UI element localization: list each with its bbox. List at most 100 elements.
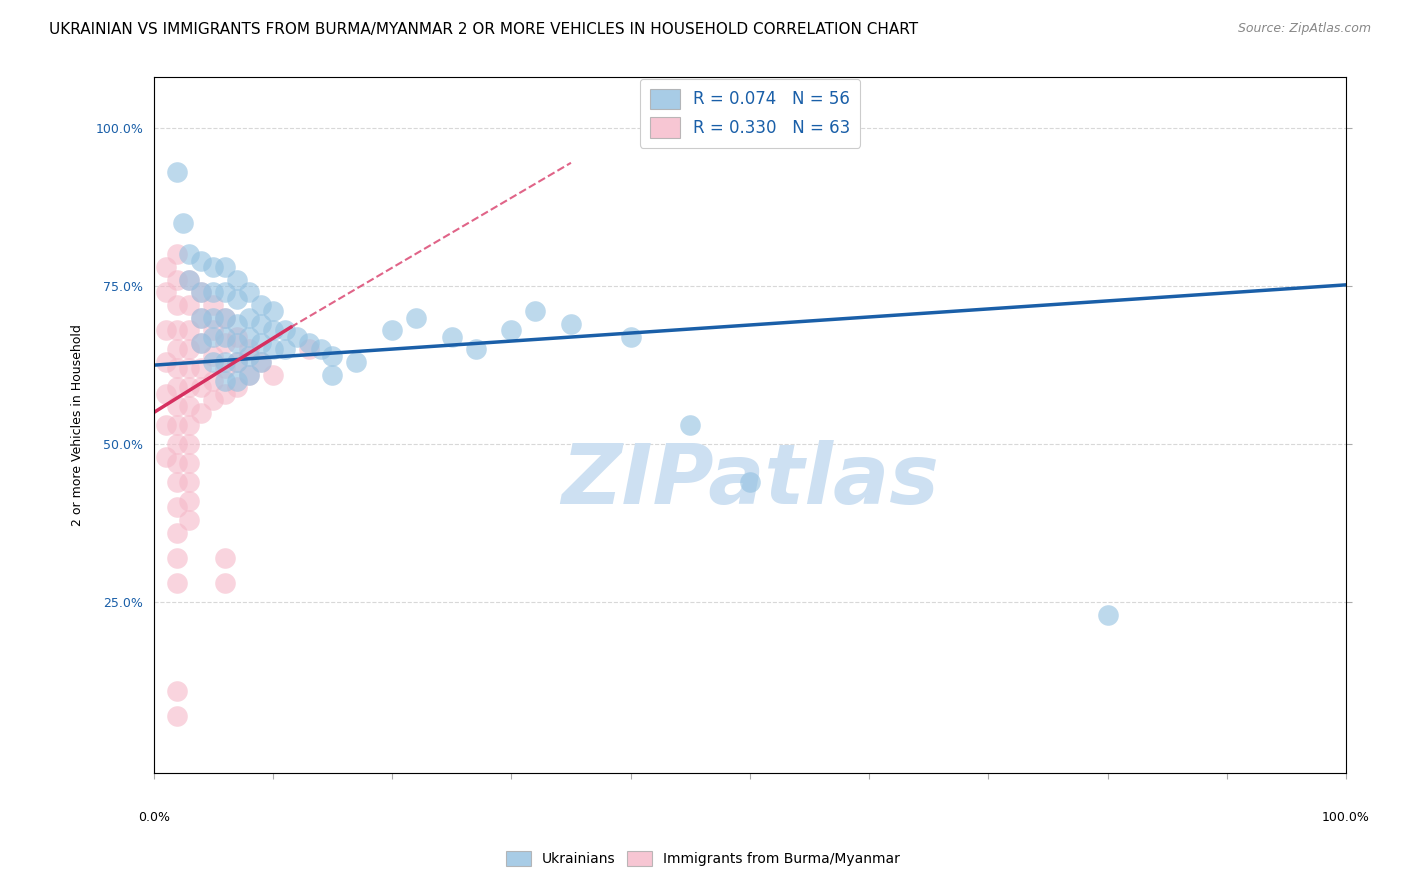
Point [166,323,188,337]
Point [179,273,201,287]
Point [190,253,212,268]
Point [166,380,188,394]
Point [166,551,188,566]
Point [202,298,225,312]
Point [381,323,404,337]
Point [464,343,486,357]
Point [214,285,236,300]
Point [155,355,177,369]
Point [155,450,177,464]
Point [344,355,367,369]
Point [226,355,249,369]
Point [738,475,761,490]
Point [238,349,260,363]
Point [166,298,188,312]
Point [166,361,188,376]
Point [190,406,212,420]
Point [166,437,188,451]
Point [226,336,249,351]
Point [202,392,225,407]
Text: 0.0%: 0.0% [138,811,170,824]
Legend: Ukrainians, Immigrants from Burma/Myanmar: Ukrainians, Immigrants from Burma/Myanma… [501,846,905,871]
Point [179,456,201,470]
Point [214,336,236,351]
Point [202,329,225,343]
Point [262,323,284,337]
Point [238,329,260,343]
Point [155,418,177,433]
Point [190,361,212,376]
Point [309,343,332,357]
Point [262,368,284,382]
Point [155,323,177,337]
Point [202,323,225,337]
Point [250,355,273,369]
Point [166,525,188,540]
Point [202,310,225,325]
Point [166,343,188,357]
Point [1097,607,1119,622]
Point [179,475,201,490]
Point [262,343,284,357]
Point [179,343,201,357]
Point [250,355,273,369]
Point [190,310,212,325]
Point [238,310,260,325]
Text: ZIPatlas: ZIPatlas [561,441,939,522]
Point [214,310,236,325]
Point [440,329,463,343]
Point [274,323,297,337]
Point [166,576,188,591]
Point [214,310,236,325]
Point [190,380,212,394]
Point [166,247,188,261]
Point [226,329,249,343]
Point [179,437,201,451]
Point [214,374,236,388]
Point [190,336,212,351]
Point [214,361,236,376]
Point [190,336,212,351]
Point [179,513,201,527]
Point [298,343,321,357]
Point [619,329,641,343]
Y-axis label: 2 or more Vehicles in Household: 2 or more Vehicles in Household [72,325,84,526]
Point [166,683,188,698]
Point [214,355,236,369]
Point [214,260,236,274]
Point [179,273,201,287]
Point [166,165,188,179]
Point [179,399,201,413]
Point [202,349,225,363]
Point [179,247,201,261]
Point [250,317,273,331]
Point [179,323,201,337]
Point [202,374,225,388]
Point [250,298,273,312]
Point [166,418,188,433]
Point [214,551,236,566]
Point [226,374,249,388]
Point [179,361,201,376]
Point [679,418,702,433]
Text: UKRAINIAN VS IMMIGRANTS FROM BURMA/MYANMAR 2 OR MORE VEHICLES IN HOUSEHOLD CORRE: UKRAINIAN VS IMMIGRANTS FROM BURMA/MYANM… [49,22,918,37]
Point [179,494,201,508]
Point [179,418,201,433]
Point [274,343,297,357]
Point [166,709,188,723]
Point [298,336,321,351]
Point [214,576,236,591]
Point [238,368,260,382]
Point [226,317,249,331]
Point [226,355,249,369]
Text: 100.0%: 100.0% [1322,811,1369,824]
Point [238,343,260,357]
Point [560,317,582,331]
Point [190,285,212,300]
Point [238,368,260,382]
Point [321,349,343,363]
Point [285,329,308,343]
Point [190,285,212,300]
Point [501,323,523,337]
Point [155,386,177,401]
